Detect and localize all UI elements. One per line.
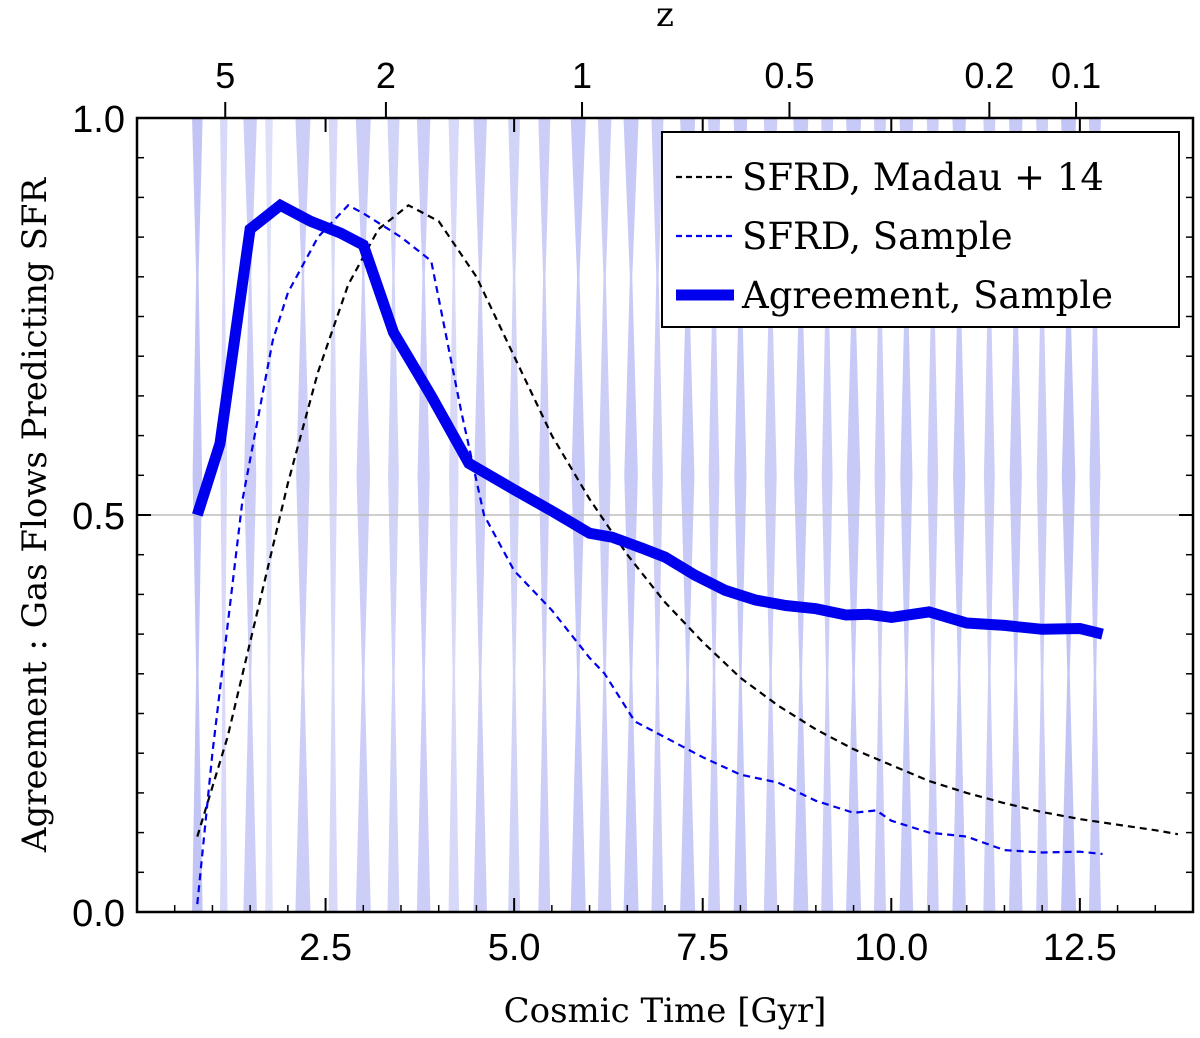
y-axis-label: Agreement : Gas Flows Predicting SFR	[15, 177, 55, 854]
x-tick-label: 5.0	[488, 927, 541, 969]
legend-label: Agreement, Sample	[741, 274, 1113, 317]
y-tick-label: 1.0	[72, 99, 125, 141]
y-tick-label: 0.5	[72, 496, 125, 538]
x-tick-label: 7.5	[676, 927, 729, 969]
x-tick-label: 2.5	[299, 927, 352, 969]
z-tick-label: 1	[572, 55, 592, 96]
legend-label: SFRD, Sample	[742, 215, 1013, 258]
x-tick-label: 10.0	[854, 927, 928, 969]
z-tick-label: 5	[215, 55, 235, 96]
series-line-madau	[196, 203, 1179, 837]
legend-label: SFRD, Madau + 14	[742, 156, 1104, 199]
series-line-sfrd_sample	[196, 203, 1103, 905]
x-axis-label: Cosmic Time [Gyr]	[504, 991, 827, 1031]
legend: SFRD, Madau + 14 SFRD, Sample Agreement, S…	[661, 131, 1180, 328]
z-tick-label: 0.5	[764, 55, 814, 96]
series-group	[192, 198, 1179, 905]
z-tick-label: 2	[376, 55, 396, 96]
legend-box	[661, 131, 1180, 328]
axes-group: 2.5 5.0 7.5 10.0 12.5 0.0 0.5 1.0 5 2 1 0.5 0.2 0.1	[72, 55, 1193, 969]
top-axis-label: z	[656, 0, 674, 35]
legend-entries: SFRD, Madau + 14 SFRD, Sample Agreement, S…	[676, 156, 1113, 317]
z-tick-label: 0.2	[964, 55, 1014, 96]
series-line-agreement	[192, 198, 1104, 640]
y-tick-label: 0.0	[72, 893, 125, 935]
x-tick-label: 12.5	[1043, 927, 1117, 969]
z-tick-label: 0.1	[1051, 55, 1101, 96]
